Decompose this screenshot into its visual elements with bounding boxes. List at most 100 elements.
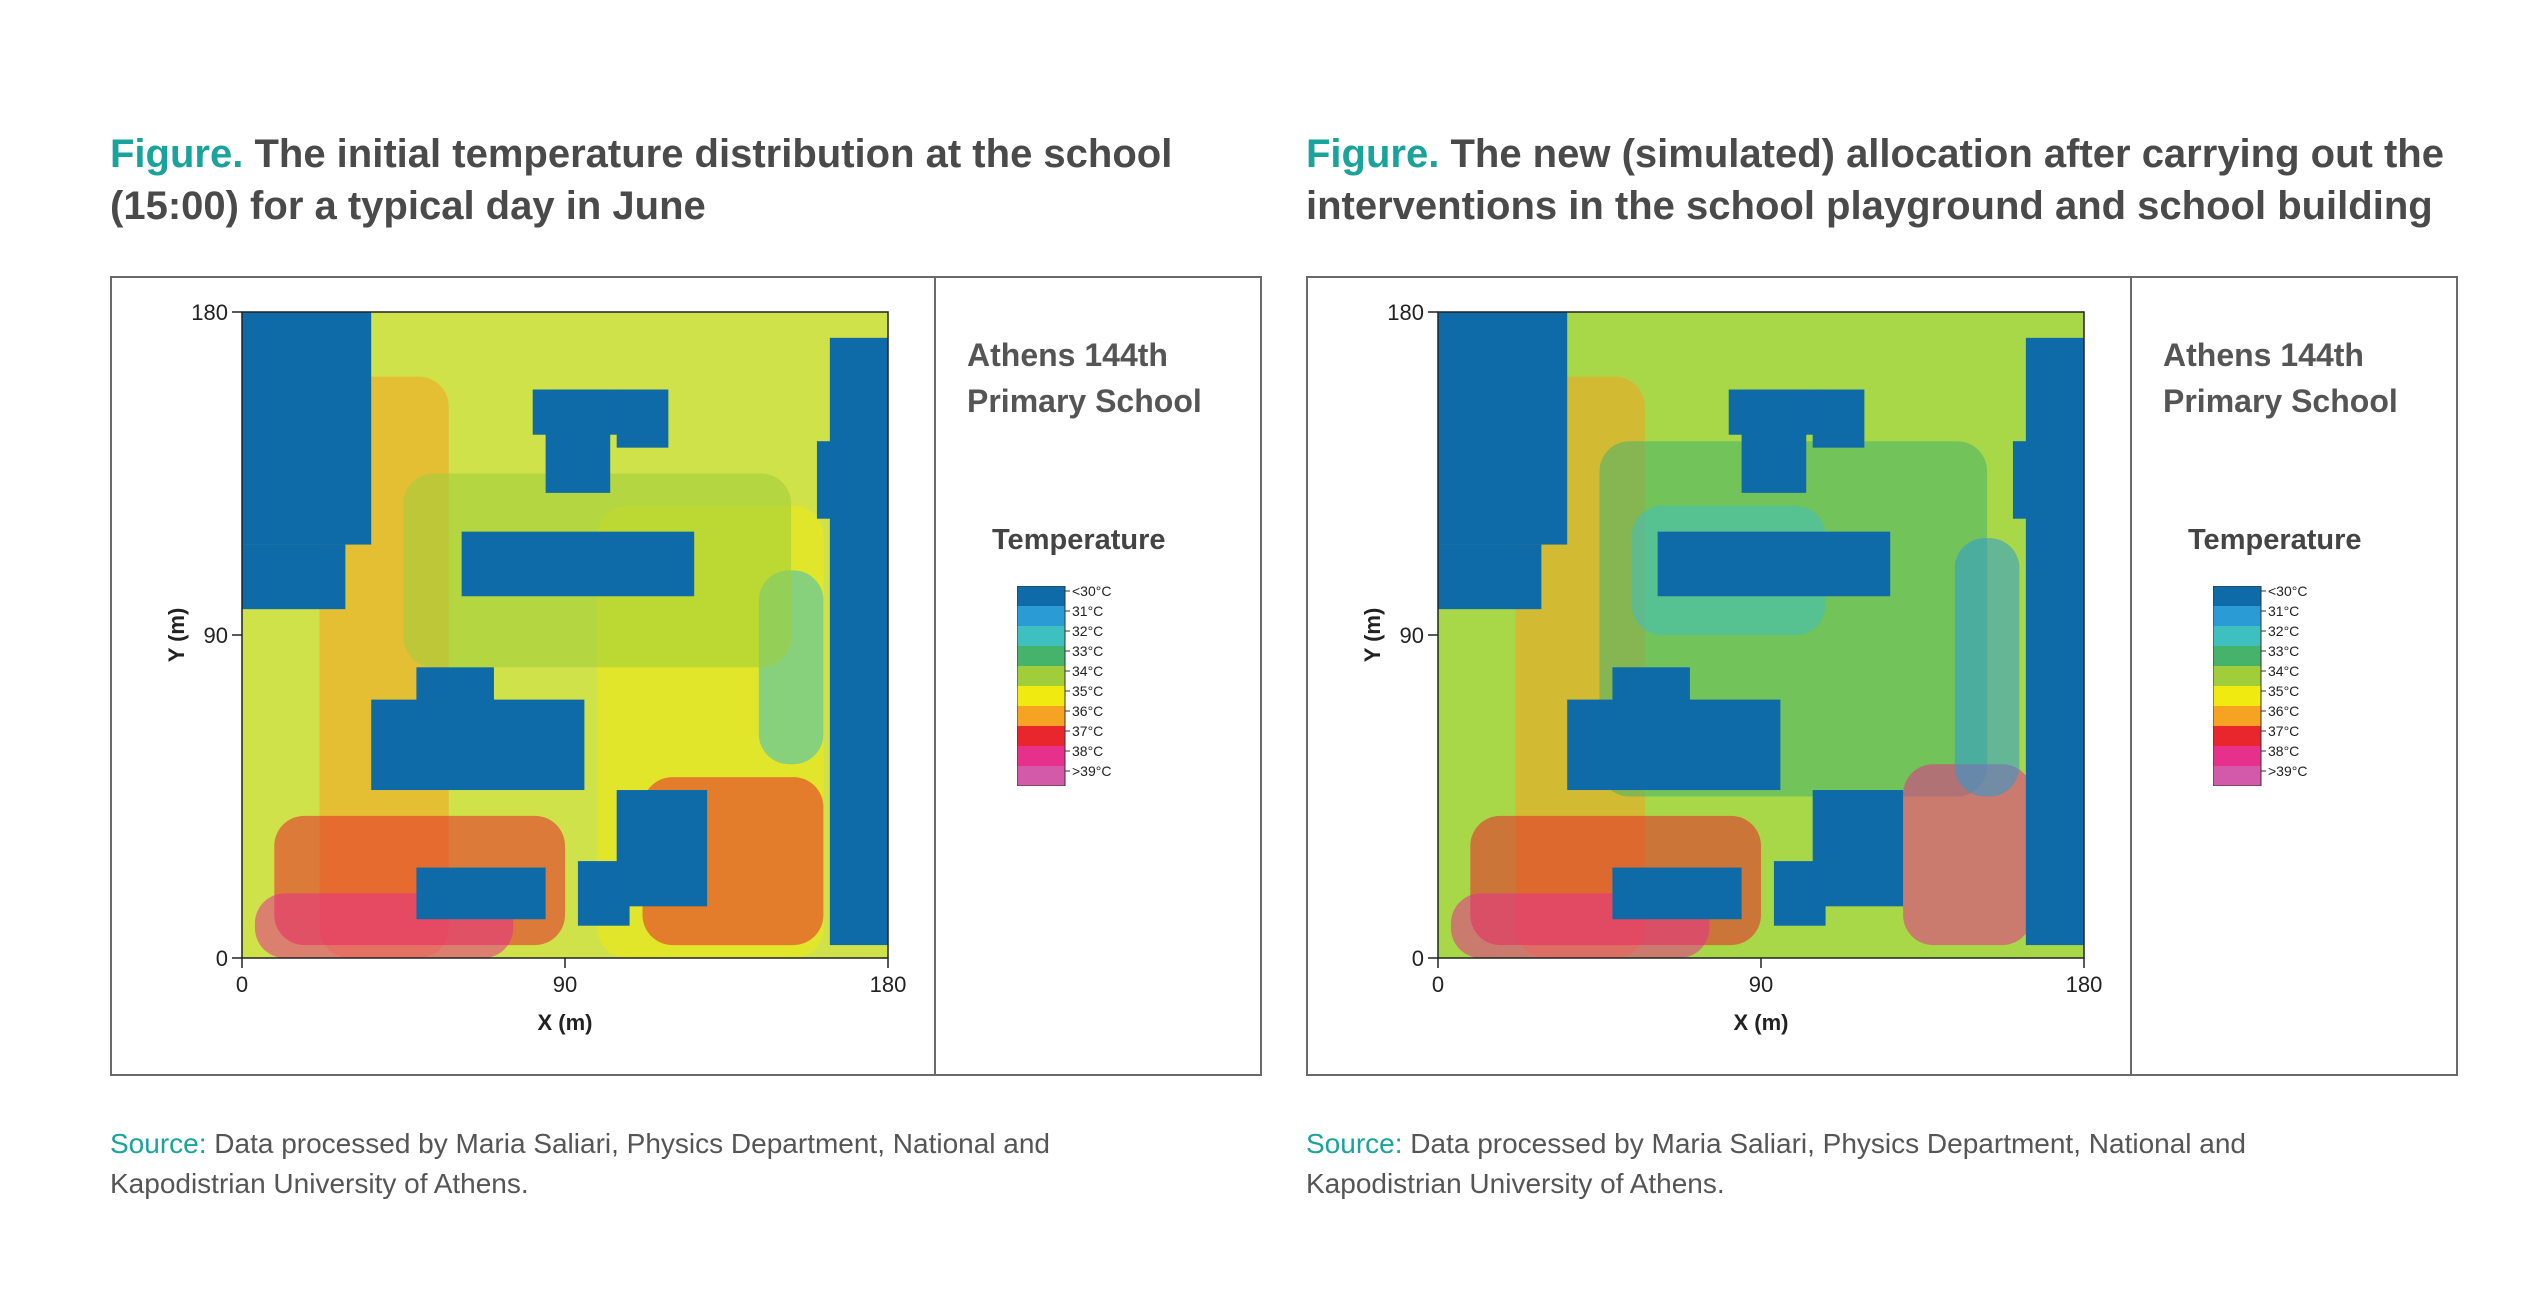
legend-swatch <box>1017 686 1065 706</box>
figure-caption-text: The new (simulated) allocation after car… <box>1306 132 2444 228</box>
legend-swatch <box>1017 766 1065 786</box>
source-text: Data processed by Maria Saliari, Physics… <box>1306 1128 2246 1199</box>
legend-entry: 33°C <box>2268 643 2299 659</box>
y-tick-label: 90 <box>1400 623 1424 648</box>
temperature-legend: <30°C 31°C 32°C 33°C 34°C 35°C 36°C 37°C 38°C >39… <box>2213 586 2307 786</box>
legend-swatch <box>2213 726 2261 746</box>
legend-border <box>1017 586 1066 786</box>
figure-caption: Figure. The initial temperature distribu… <box>110 128 1290 232</box>
building-block <box>816 441 843 519</box>
building-block <box>1657 531 1891 597</box>
source-text: Data processed by Maria Saliari, Physics… <box>110 1128 1050 1199</box>
building-block <box>616 790 708 907</box>
legend-entry: 35°C <box>2268 683 2299 699</box>
legend-swatch <box>2213 586 2261 606</box>
building-block <box>242 312 372 545</box>
legend-swatch <box>2213 626 2261 646</box>
y-tick-label: 90 <box>204 623 228 648</box>
building-block <box>242 544 346 610</box>
legend-entry: >39°C <box>2268 763 2307 779</box>
figure-panel-simulated: Figure. The new (simulated) allocation a… <box>1306 0 2506 1314</box>
source-label: Source: <box>110 1128 207 1159</box>
y-tick-label: 180 <box>191 300 228 325</box>
building-block <box>1438 312 1568 545</box>
building-block <box>1438 544 1542 610</box>
figure-label: Figure. <box>110 132 244 176</box>
legend-swatch <box>2213 646 2261 666</box>
legend-entry: <30°C <box>1072 586 1111 599</box>
x-tick-label: 180 <box>2066 972 2103 997</box>
source-note: Source: Data processed by Maria Saliari,… <box>1306 1124 2406 1204</box>
x-tick-label: 90 <box>1749 972 1773 997</box>
source-note: Source: Data processed by Maria Saliari,… <box>110 1124 1210 1204</box>
building-block <box>1741 389 1807 493</box>
heatmap-plot: 0 90 180 0 90 180 X (m) Y (m) <box>164 300 907 1035</box>
legend-swatch <box>1017 726 1065 746</box>
building-block <box>1812 389 1865 448</box>
legend-entry: 38°C <box>1072 743 1103 759</box>
legend-entry: 37°C <box>2268 723 2299 739</box>
figure-caption-text: The initial temperature distribution at … <box>110 132 1173 228</box>
legend-title: Temperature <box>992 524 1166 556</box>
legend-entry: <30°C <box>2268 586 2307 599</box>
frame-divider <box>934 278 936 1074</box>
legend-entry: 36°C <box>2268 703 2299 719</box>
x-tick-label: 180 <box>870 972 907 997</box>
building-block <box>545 389 611 493</box>
building-block <box>2012 441 2039 519</box>
school-name-line2: Primary School <box>2163 383 2398 419</box>
y-axis-label: Y (m) <box>1360 608 1385 663</box>
legend-swatch <box>1017 606 1065 626</box>
school-name: Athens 144th Primary School <box>967 332 1247 424</box>
building-block <box>829 337 888 946</box>
frame-divider <box>2130 278 2132 1074</box>
legend-swatch <box>2213 746 2261 766</box>
building-block <box>2025 337 2084 946</box>
building-block <box>1612 867 1742 920</box>
legend-swatch <box>2213 606 2261 626</box>
building-block <box>616 389 669 448</box>
legend-entry: 35°C <box>1072 683 1103 699</box>
legend-swatch <box>2213 706 2261 726</box>
heatmap-zone <box>1954 538 2020 797</box>
heatmap-plot: 0 90 180 0 90 180 X (m) Y (m) <box>1360 300 2103 1035</box>
legend-swatch <box>2213 666 2261 686</box>
y-tick-label: 0 <box>216 946 228 971</box>
legend-swatch <box>1017 666 1065 686</box>
legend-entry: 34°C <box>2268 663 2299 679</box>
building-block <box>416 667 494 719</box>
building-block <box>1812 790 1904 907</box>
heatmap-zone <box>1903 764 2033 946</box>
legend-swatch <box>1017 706 1065 726</box>
legend-swatch <box>1017 646 1065 666</box>
x-axis-label: X (m) <box>1734 1010 1789 1035</box>
legend-entry: 32°C <box>1072 623 1103 639</box>
source-label: Source: <box>1306 1128 1403 1159</box>
legend-swatch <box>1017 626 1065 646</box>
legend-entry: 32°C <box>2268 623 2299 639</box>
legend-entry: 36°C <box>1072 703 1103 719</box>
figure-panel-initial: Figure. The initial temperature distribu… <box>110 0 1310 1314</box>
legend-entry: 37°C <box>1072 723 1103 739</box>
legend-entry: 38°C <box>2268 743 2299 759</box>
temperature-legend: <30°C 31°C 32°C 33°C 34°C 35°C 36°C 37°C 38°C >39… <box>1017 586 1111 786</box>
school-name-line1: Athens 144th <box>967 337 1168 373</box>
figure-frame: 0 90 180 0 90 180 X (m) Y (m) Athens 144th Prim… <box>1306 276 2458 1076</box>
building-block <box>1612 667 1690 719</box>
legend-title: Temperature <box>2188 524 2362 556</box>
school-name-line2: Primary School <box>967 383 1202 419</box>
school-name-line1: Athens 144th <box>2163 337 2364 373</box>
legend-entry: 34°C <box>1072 663 1103 679</box>
legend-entry: 31°C <box>1072 603 1103 619</box>
x-tick-label: 90 <box>553 972 577 997</box>
legend-swatch <box>1017 586 1065 606</box>
legend-swatch <box>2213 686 2261 706</box>
building-block <box>461 531 695 597</box>
legend-swatch <box>1017 746 1065 766</box>
x-tick-label: 0 <box>1432 972 1444 997</box>
school-name: Athens 144th Primary School <box>2163 332 2443 424</box>
legend-entry: >39°C <box>1072 763 1111 779</box>
building-block <box>416 867 546 920</box>
x-axis-label: X (m) <box>538 1010 593 1035</box>
y-axis-label: Y (m) <box>164 608 189 663</box>
